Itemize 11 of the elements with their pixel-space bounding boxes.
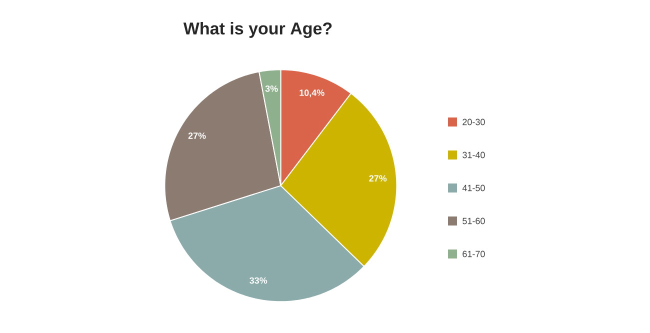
data-label: 33% [250, 277, 268, 284]
data-label: 27% [369, 175, 387, 182]
legend-label: 20-30 [462, 118, 485, 126]
legend-label: 41-50 [462, 184, 485, 192]
legend-label: 31-40 [462, 152, 485, 158]
chart-title: What is your Age? [183, 22, 332, 38]
legend-label: 61-70 [462, 250, 485, 258]
data-label: 27% [188, 132, 206, 139]
legend-label: 51-60 [462, 218, 485, 224]
data-label: 3% [265, 85, 278, 92]
data-label: 10,4% [300, 90, 324, 98]
